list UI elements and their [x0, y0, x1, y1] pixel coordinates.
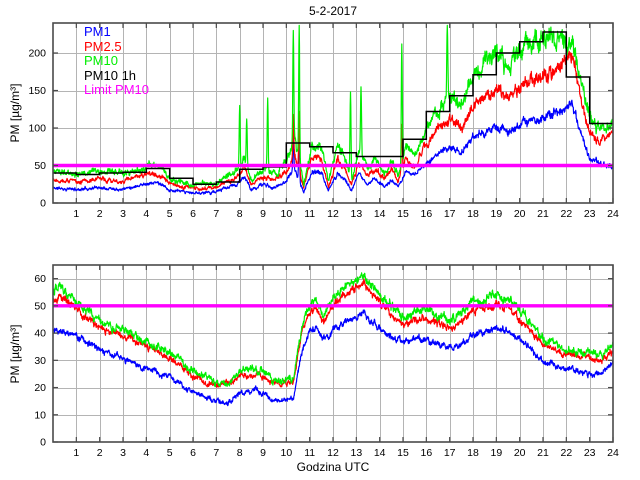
svg-text:1: 1: [73, 447, 79, 459]
svg-text:7: 7: [213, 208, 219, 220]
svg-text:9: 9: [260, 208, 266, 220]
svg-text:3: 3: [120, 208, 126, 220]
top-grid: [53, 23, 613, 203]
svg-text:100: 100: [28, 123, 46, 135]
svg-text:11: 11: [304, 208, 315, 220]
series-pm1: [53, 99, 613, 196]
svg-text:4: 4: [143, 447, 149, 459]
svg-text:9: 9: [260, 447, 266, 459]
svg-text:20: 20: [514, 208, 526, 220]
series-pm2-5: [53, 50, 613, 192]
series-pm2-5: [53, 278, 613, 388]
svg-text:50: 50: [34, 160, 46, 172]
svg-text:16: 16: [420, 208, 432, 220]
svg-text:60: 60: [34, 273, 46, 285]
top-ticks: [53, 23, 614, 204]
top-ylabel: PM [µg/m³]: [8, 83, 22, 143]
bottom-series: [53, 272, 613, 407]
top-series: [53, 24, 613, 196]
svg-text:12: 12: [327, 208, 339, 220]
svg-text:10: 10: [34, 409, 46, 421]
svg-text:8: 8: [237, 447, 243, 459]
svg-text:19: 19: [490, 208, 502, 220]
legend-item-pm10-1h: PM10 1h: [84, 67, 137, 83]
svg-text:4: 4: [143, 208, 149, 220]
svg-text:1: 1: [73, 208, 79, 220]
svg-text:13: 13: [350, 447, 362, 459]
legend-item-pm2-5: PM2.5: [84, 38, 122, 54]
svg-text:20: 20: [34, 382, 46, 394]
svg-text:15: 15: [397, 208, 409, 220]
svg-text:24: 24: [607, 447, 619, 459]
svg-text:15: 15: [397, 447, 409, 459]
svg-text:10: 10: [280, 208, 292, 220]
svg-text:200: 200: [28, 48, 46, 60]
svg-text:21: 21: [537, 447, 549, 459]
bottom-ylabel: PM [µg/m³]: [8, 324, 22, 384]
svg-text:21: 21: [537, 208, 549, 220]
series-pm10: [53, 272, 613, 388]
svg-text:22: 22: [560, 208, 572, 220]
svg-text:14: 14: [374, 447, 386, 459]
bottom-ticks: [53, 265, 614, 443]
svg-text:7: 7: [213, 447, 219, 459]
svg-text:17: 17: [444, 447, 456, 459]
legend: PM1 PM2.5 PM10 PM10 1h Limit PM10: [84, 24, 150, 98]
svg-text:6: 6: [190, 208, 196, 220]
svg-text:12: 12: [327, 447, 339, 459]
svg-text:18: 18: [467, 208, 479, 220]
svg-text:5: 5: [167, 208, 173, 220]
svg-text:40: 40: [34, 328, 46, 340]
svg-text:19: 19: [490, 447, 502, 459]
legend-item-pm1: PM1: [84, 24, 111, 39]
svg-text:5: 5: [167, 447, 173, 459]
svg-text:3: 3: [120, 447, 126, 459]
top-tick-labels: 1 2 3 4 5 6 7 8 9 10 11 12 13 14 15 16 17 18 19 20 21 22 23 240…: [28, 48, 619, 221]
legend-item-limit-pm10: Limit PM10: [84, 82, 150, 98]
series-pm10-1h-stairs: [53, 31, 613, 186]
svg-text:20: 20: [514, 447, 526, 459]
svg-text:16: 16: [420, 447, 432, 459]
chart-title: 5-2-2017: [308, 4, 358, 18]
bottom-grid: [53, 265, 613, 442]
svg-text:0: 0: [40, 437, 46, 449]
svg-text:0: 0: [40, 198, 46, 210]
svg-text:13: 13: [350, 208, 362, 220]
bottom-tick-labels: 1 2 3 4 5 6 7 8 9 10 11 12 13 14 15 16 17 18 19 20 21 22 23 240…: [34, 273, 619, 459]
svg-text:23: 23: [584, 447, 596, 459]
svg-text:30: 30: [34, 355, 46, 367]
svg-text:17: 17: [444, 208, 456, 220]
svg-text:22: 22: [560, 447, 572, 459]
xlabel: Godzina UTC: [296, 460, 370, 474]
svg-text:8: 8: [237, 208, 243, 220]
svg-text:2: 2: [97, 447, 103, 459]
svg-text:150: 150: [28, 85, 46, 97]
svg-text:24: 24: [607, 208, 619, 220]
svg-text:14: 14: [374, 208, 386, 220]
series-pm1: [53, 309, 613, 407]
bottom-plot: 1 2 3 4 5 6 7 8 9 10 11 12 13 14 15 16 17 18 19 20 21 22 23 240…: [34, 264, 619, 459]
svg-text:23: 23: [584, 208, 596, 220]
svg-text:18: 18: [467, 447, 479, 459]
svg-text:11: 11: [304, 447, 315, 459]
top-plot: 1 2 3 4 5 6 7 8 9 10 11 12 13 14 15 16 17 18 19 20 21 22 23 240…: [28, 22, 619, 221]
svg-text:10: 10: [280, 447, 292, 459]
svg-text:2: 2: [97, 208, 103, 220]
svg-text:50: 50: [34, 300, 46, 312]
legend-item-pm10: PM10: [84, 53, 118, 69]
svg-text:6: 6: [190, 447, 196, 459]
